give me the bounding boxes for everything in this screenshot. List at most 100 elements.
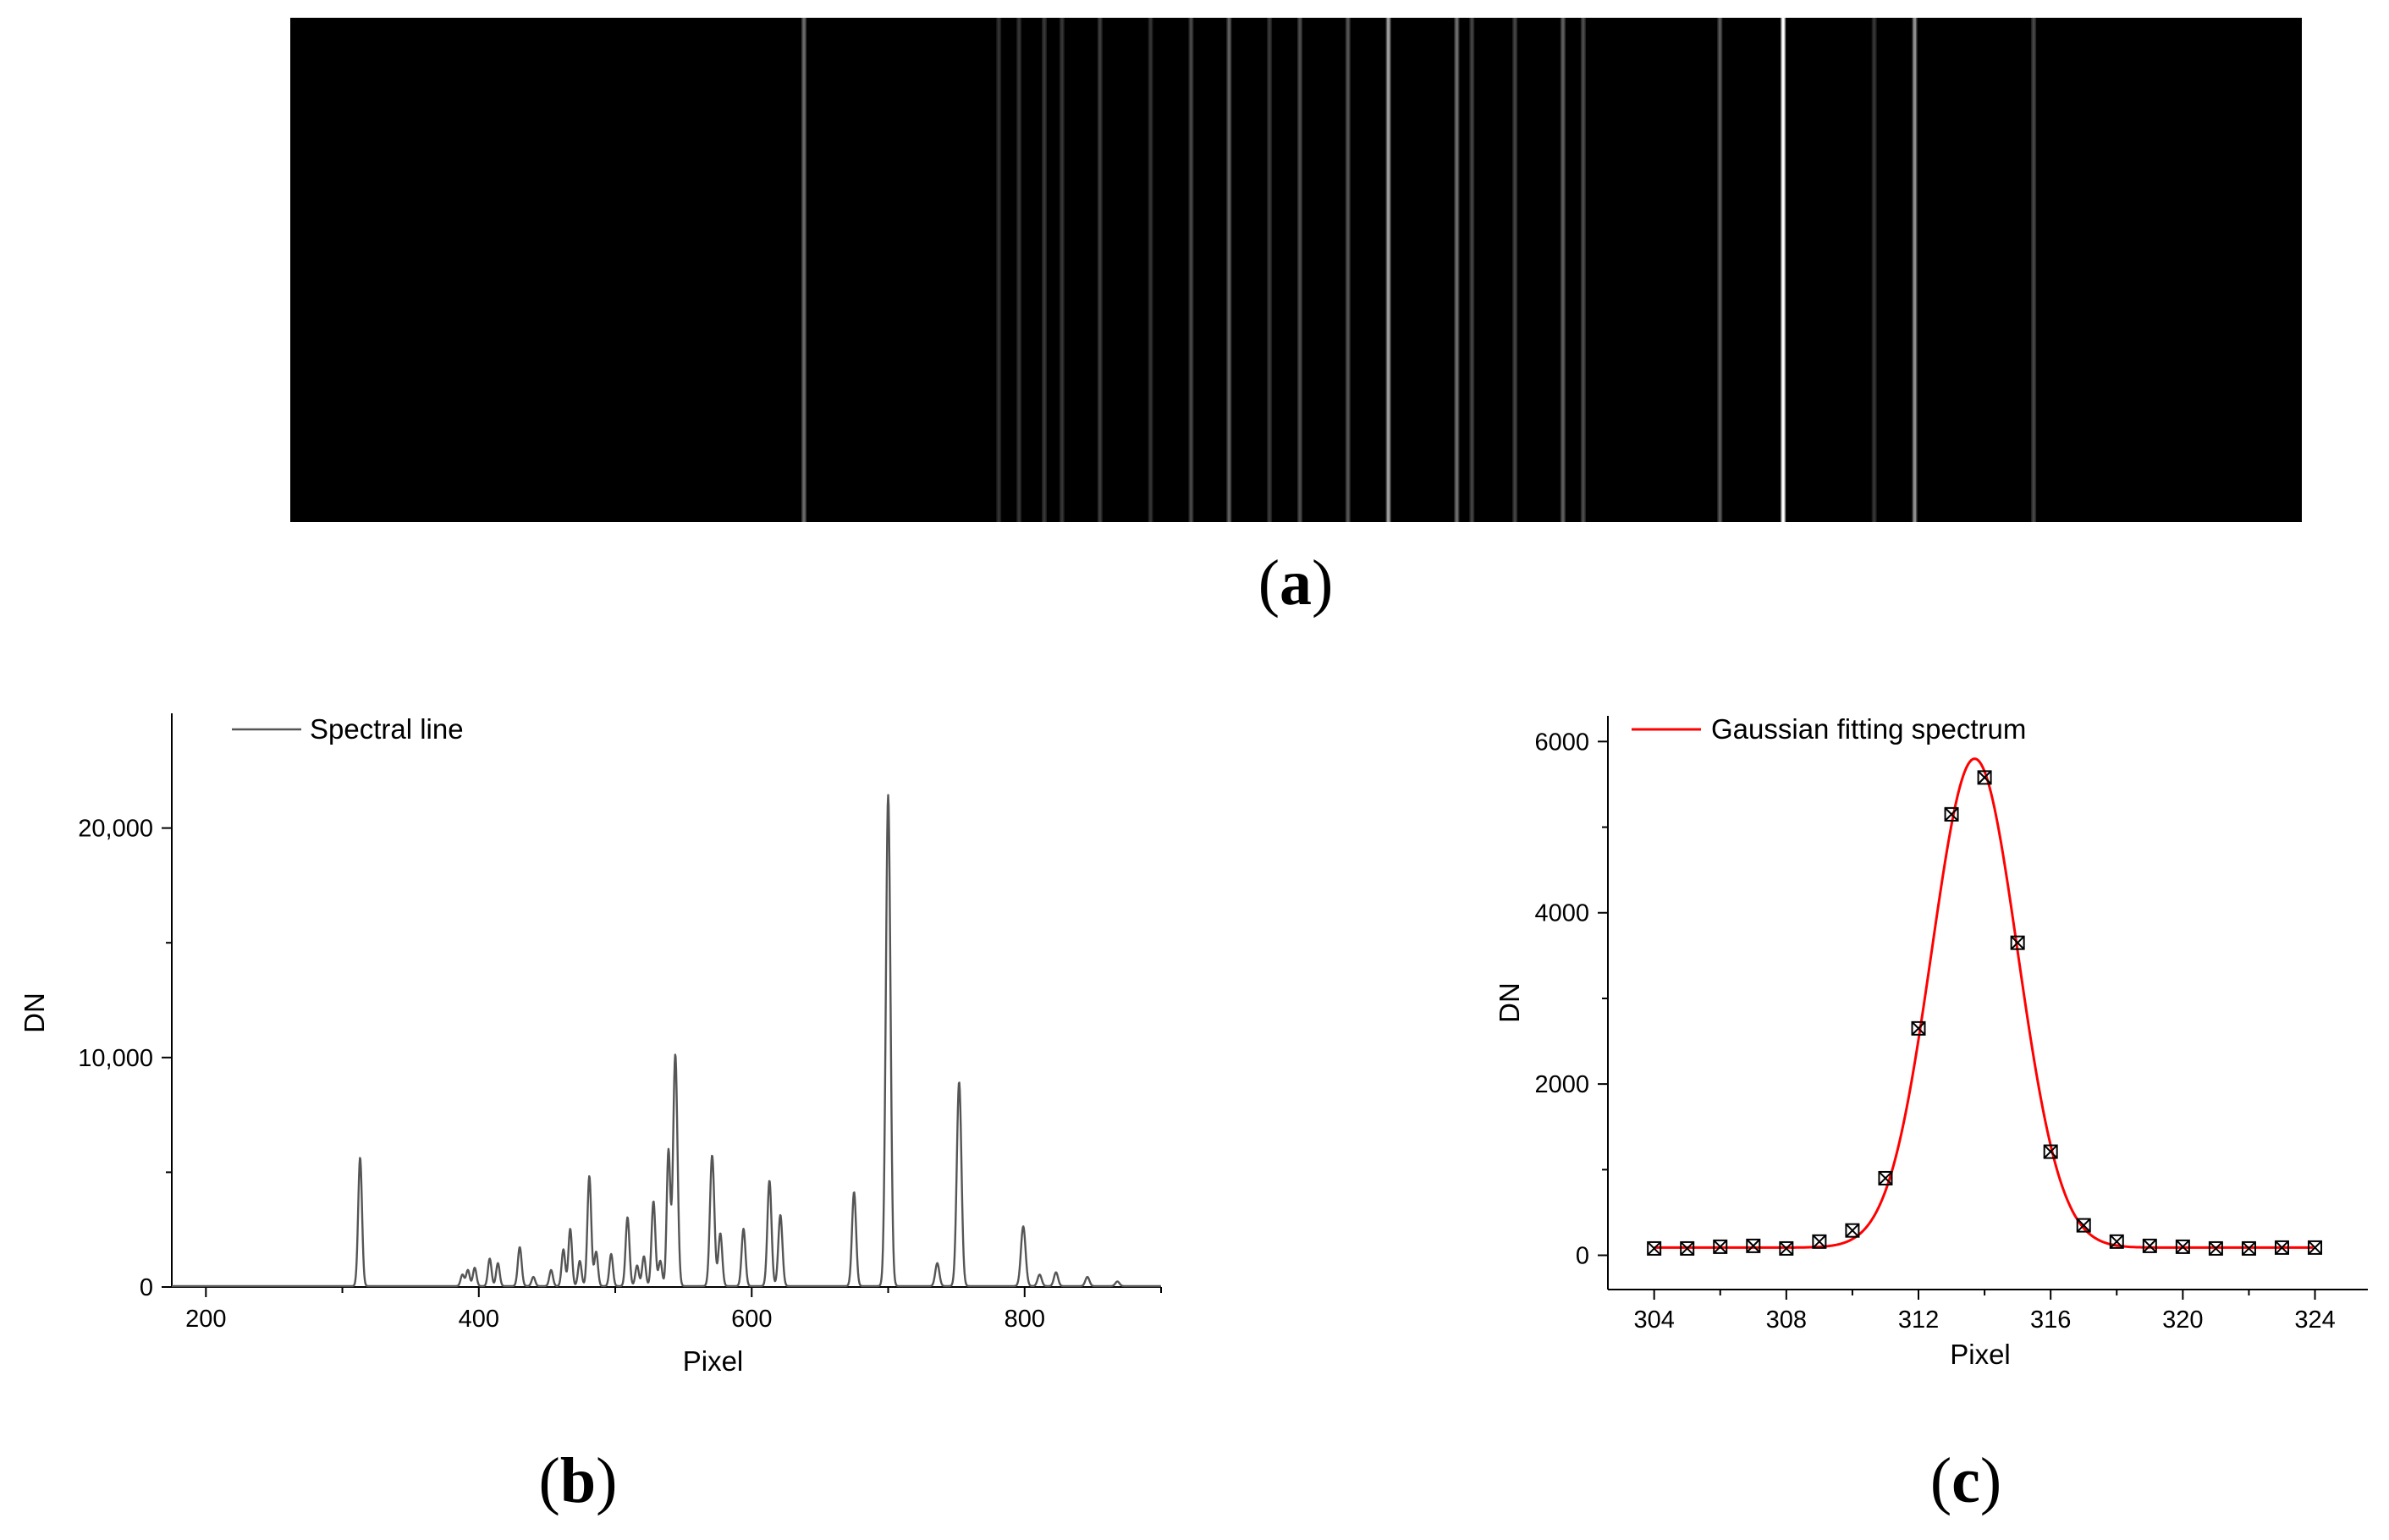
data-point-box [1680, 1240, 1695, 1256]
data-point-box [2142, 1238, 2157, 1253]
data-point [2076, 1218, 2091, 1233]
y-tick-label: 0 [1576, 1243, 1589, 1270]
spectrum-line [997, 18, 1000, 522]
panel-a-caption: (a) [1258, 547, 1334, 619]
data-point-box [1845, 1223, 1860, 1238]
data-point-box [2308, 1240, 2323, 1255]
spectrum-line [1513, 18, 1517, 522]
chart-c-plot-area: 304 308 312 316 320 324 0 2000 4000 6000 Pixel DN Ga… [1494, 713, 2368, 1370]
x-axis-title: Pixel [683, 1345, 744, 1377]
data-point [1680, 1240, 1695, 1256]
y-tick-label: 20,000 [78, 816, 153, 843]
data-point-box [2241, 1240, 2256, 1256]
y-tick-label: 0 [140, 1274, 153, 1301]
data-point-cross [2209, 1241, 2223, 1256]
x-tick-label: 800 [1005, 1306, 1045, 1333]
data-point [2308, 1240, 2323, 1255]
spectrum-line [1227, 18, 1230, 522]
data-point-box [2010, 935, 2025, 950]
spectrum-line [1043, 18, 1046, 522]
data-point-cross [2110, 1235, 2124, 1249]
x-tick-label: 600 [731, 1306, 772, 1333]
data-point-cross [2275, 1240, 2289, 1255]
data-point-cross [1680, 1241, 1694, 1256]
panel-b-caption: (b) [539, 1445, 618, 1516]
x-tick-label: 200 [185, 1306, 226, 1333]
data-point [1845, 1223, 1860, 1238]
data-point [1779, 1240, 1794, 1256]
spectrum-line [1189, 18, 1192, 522]
spectrum-line [802, 18, 806, 522]
spectrum-line [2032, 18, 2035, 522]
x-tick-label: 324 [2294, 1306, 2335, 1334]
spectrum-line [1781, 18, 1785, 522]
data-point [2241, 1240, 2256, 1256]
panel-c: 304 308 312 316 320 324 0 2000 4000 6000 Pixel DN Ga… [1494, 713, 2368, 1516]
spectrum-line [1387, 18, 1390, 522]
y-tick-label: 4000 [1534, 900, 1589, 927]
spectrum-line [1017, 18, 1021, 522]
x-tick-label: 400 [459, 1306, 499, 1333]
panel-c-caption: (c) [1930, 1445, 2001, 1516]
legend-label: Gaussian fitting spectrum [1711, 713, 2026, 745]
data-point-cross [1878, 1171, 1893, 1185]
spectrum-line [1873, 18, 1876, 522]
series-gaussian-fit-curve [1654, 757, 2314, 1249]
spectrum-line [1346, 18, 1350, 522]
data-point-cross [1845, 1223, 1860, 1238]
data-point-cross [2077, 1218, 2091, 1233]
data-point-cross [2010, 935, 2025, 950]
data-point [2109, 1234, 2124, 1249]
data-point-cross [2043, 1144, 2058, 1159]
data-point [2274, 1240, 2289, 1255]
data-point-cross [1746, 1239, 1760, 1253]
y-axis-title: DN [1494, 982, 1525, 1023]
panel-a-label: a [1280, 547, 1312, 619]
x-tick-label: 312 [1898, 1306, 1939, 1334]
data-point [1647, 1240, 1662, 1256]
data-point-cross [1779, 1241, 1794, 1256]
spectrum-line [1561, 18, 1565, 522]
spectrum-line [1268, 18, 1271, 522]
data-point-cross [2242, 1241, 2256, 1256]
spectrum-line [1098, 18, 1102, 522]
data-point-cross [1812, 1235, 1827, 1249]
data-point-box [1779, 1240, 1794, 1256]
x-tick-label: 316 [2030, 1306, 2071, 1334]
y-tick-label: 2000 [1534, 1071, 1589, 1098]
data-point-cross [1647, 1241, 1661, 1256]
data-point [1911, 1020, 1926, 1036]
spectrum-line [1149, 18, 1153, 522]
x-tick-label: 320 [2162, 1306, 2203, 1334]
legend-label: Spectral line [310, 713, 464, 745]
data-point-cross [1713, 1240, 1727, 1254]
data-point [2043, 1144, 2058, 1159]
data-point-cross [2143, 1239, 2157, 1253]
data-point [1878, 1170, 1893, 1185]
series-spectral-line [171, 794, 1162, 1288]
data-point-cross [2308, 1240, 2322, 1255]
data-point-box [2043, 1144, 2058, 1159]
data-point-box [2109, 1234, 2124, 1249]
spectrum-line [1718, 18, 1721, 522]
spectrum-image-background [290, 18, 2302, 522]
data-point [1812, 1234, 1827, 1249]
data-point [2142, 1238, 2157, 1253]
x-axis-title: Pixel [1950, 1339, 2011, 1370]
spectrum-image-lines [801, 18, 2037, 522]
data-point-cross [1911, 1021, 1926, 1036]
panel-b-label: b [560, 1445, 596, 1516]
data-point-box [1713, 1239, 1728, 1254]
data-point [2208, 1240, 2223, 1256]
spectrum-line [1455, 18, 1458, 522]
data-point-box [1746, 1238, 1761, 1253]
spectrum-line [1582, 18, 1585, 522]
data-point-box [1944, 806, 1959, 822]
data-point-cross [1944, 807, 1959, 822]
chart-b-plot-area: 200 400 600 800 0 10,000 20,000 Pixel DN Spectral… [19, 713, 1162, 1377]
x-tick-label: 304 [1633, 1306, 1674, 1334]
data-point [2175, 1239, 2190, 1254]
data-point [1713, 1239, 1728, 1254]
spectrum-line [1913, 18, 1916, 522]
panel-a: (a) [290, 18, 2302, 619]
